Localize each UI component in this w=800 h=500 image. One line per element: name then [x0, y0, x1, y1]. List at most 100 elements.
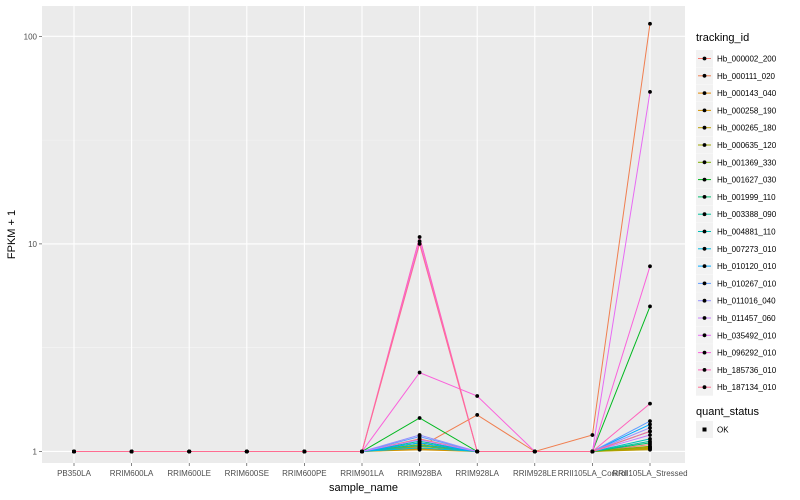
legend-key-point: [702, 125, 707, 130]
y-axis-title: FPKM + 1: [6, 210, 18, 259]
data-points: [72, 21, 652, 454]
data-point: [417, 416, 422, 420]
legend-label: Hb_011016_040: [717, 297, 776, 306]
legend-key-point: [702, 281, 707, 286]
x-tick-label: RRIM901LA: [340, 469, 384, 478]
data-point: [648, 422, 652, 427]
x-tick-label: RRIM928LA: [455, 469, 499, 478]
x-tick-label: RRIM600SE: [225, 469, 269, 478]
data-point: [417, 437, 422, 442]
x-tick-label: RRII105LA_Control: [558, 469, 628, 478]
legend-key-point: [702, 385, 707, 390]
legend-key-point: [702, 229, 707, 234]
y-tick-label: 100: [24, 32, 38, 41]
legend-label: Hb_000002_200: [717, 55, 777, 64]
legend-key-point: [702, 264, 707, 268]
x-tick-label: PB350LA: [57, 469, 91, 478]
legend-title-tracking-id: tracking_id: [696, 32, 749, 44]
x-tick-label: RRIM928LE: [513, 469, 557, 478]
legend-key-point: [702, 298, 707, 303]
data-point: [648, 444, 652, 449]
legend-label: Hb_003388_090: [717, 210, 777, 219]
data-point: [129, 449, 134, 454]
legend-label: Hb_000111_020: [717, 72, 776, 81]
legend-label: Hb_035492_010: [717, 331, 777, 340]
legend-label: Hb_000143_040: [717, 89, 777, 98]
legend-key-point: [702, 333, 707, 338]
legend-key-point: [702, 73, 707, 78]
data-point: [648, 419, 652, 424]
data-point: [648, 429, 652, 434]
data-point: [532, 449, 537, 454]
legend-label: Hb_000635_120: [717, 141, 777, 150]
data-point: [417, 235, 422, 239]
legend-key-point: [702, 212, 707, 217]
x-tick-label: RRIM600PE: [282, 469, 326, 478]
data-point: [302, 449, 307, 454]
data-point: [417, 370, 422, 375]
data-point: [475, 449, 480, 454]
data-point: [475, 413, 480, 417]
legend-label: Hb_000265_180: [717, 124, 777, 133]
x-tick-label: RRII105LA_Stressed: [612, 469, 687, 478]
legend-label: Hb_007273_010: [717, 245, 777, 254]
data-point: [475, 394, 480, 398]
data-point: [648, 21, 652, 26]
y-axis: 1 10 100: [24, 32, 42, 456]
legend-key-point: [702, 108, 707, 113]
legend-key-point: [702, 177, 707, 182]
data-point: [417, 440, 422, 445]
legend-key-point: [702, 246, 707, 251]
legend: tracking_id Hb_000002_200Hb_000111_020Hb…: [696, 32, 777, 438]
legend-label: Hb_185736_010: [717, 366, 777, 375]
legend-title-quant-status: quant_status: [696, 406, 759, 418]
y-tick-label: 1: [33, 447, 38, 456]
legend-label: Hb_001627_030: [717, 176, 777, 185]
data-point: [648, 401, 652, 406]
legend-label: Hb_187134_010: [717, 383, 777, 392]
y-tick-label: 10: [28, 240, 37, 249]
data-point: [417, 239, 422, 244]
data-point: [187, 449, 192, 454]
legend-shape-items: OK: [696, 421, 729, 438]
legend-label: Hb_000258_190: [717, 106, 777, 115]
legend-label: Hb_011457_060: [717, 314, 776, 323]
data-point: [648, 264, 652, 269]
legend-label: Hb_004881_110: [717, 228, 776, 237]
data-point: [590, 449, 595, 454]
data-point: [590, 433, 595, 437]
data-point: [648, 89, 652, 94]
legend-key-point: [702, 316, 707, 320]
data-point: [648, 436, 652, 441]
data-point: [72, 449, 76, 454]
x-tick-label: RRIM600LA: [110, 469, 154, 478]
plot-panel: [42, 6, 685, 463]
legend-key-point: [702, 91, 707, 95]
x-tick-label: RRIM928BA: [397, 469, 442, 478]
data-point: [244, 449, 249, 454]
x-axis: PB350LA RRIM600LA RRIM600LE RRIM600SE RRIM60…: [57, 463, 688, 478]
x-tick-label: RRIM600LE: [167, 469, 211, 478]
legend-label: Hb_010120_010: [717, 262, 777, 271]
legend-key-point: [702, 56, 707, 61]
data-point: [360, 449, 364, 454]
legend-key-point: [702, 427, 707, 432]
legend-label: Hb_010267_010: [717, 279, 777, 288]
data-point: [417, 446, 422, 450]
legend-key-point: [702, 143, 707, 147]
legend-label: OK: [717, 426, 729, 435]
legend-key-point: [702, 368, 707, 372]
legend-color-items: Hb_000002_200 Hb_000111_020 Hb_000143_040 H…: [696, 50, 777, 396]
legend-label: Hb_001369_330: [717, 158, 777, 167]
legend-label: Hb_001999_110: [717, 193, 776, 202]
legend-key-point: [702, 350, 707, 355]
data-point: [417, 242, 422, 246]
x-axis-title: sample_name: [329, 482, 398, 494]
grid-lines: [42, 6, 685, 463]
data-point: [648, 433, 652, 437]
data-point: [648, 425, 652, 430]
data-point: [648, 304, 652, 309]
legend-key-point: [702, 160, 707, 165]
legend-label: Hb_096292_010: [717, 349, 777, 358]
